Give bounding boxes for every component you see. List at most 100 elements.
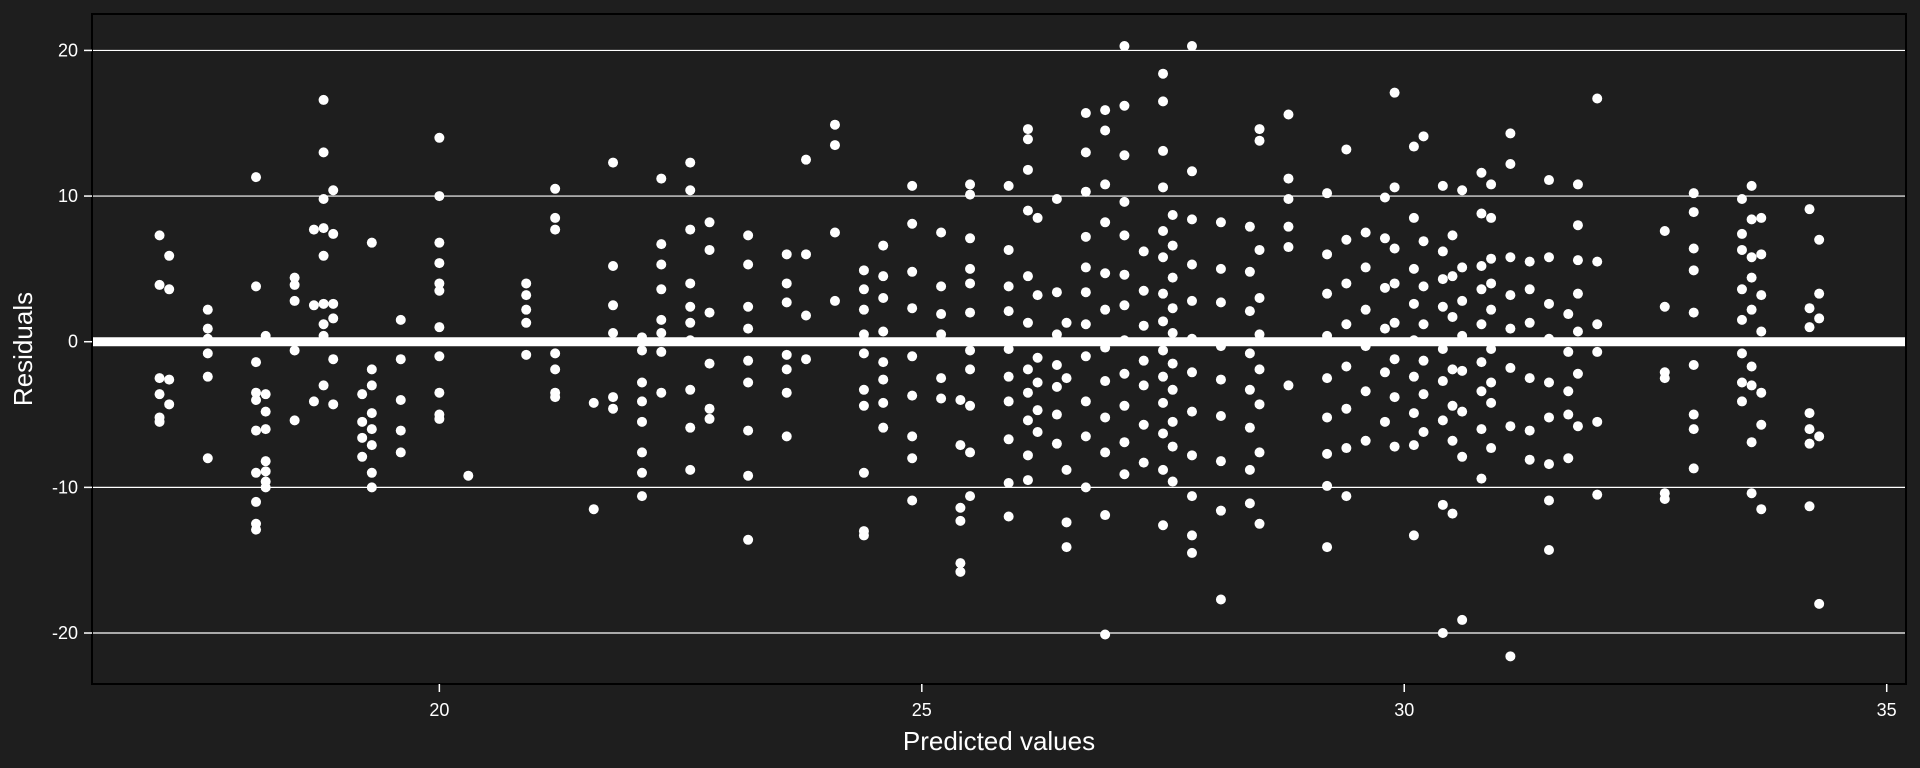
data-point xyxy=(1254,364,1265,375)
data-point xyxy=(1138,419,1149,430)
data-point xyxy=(366,408,377,419)
data-point xyxy=(1032,290,1043,301)
data-point xyxy=(1167,441,1178,452)
data-point xyxy=(251,425,262,436)
data-point xyxy=(1254,399,1265,410)
data-point xyxy=(1447,508,1458,519)
data-point xyxy=(1022,475,1033,486)
data-point xyxy=(1341,278,1352,289)
data-point xyxy=(1389,87,1400,98)
data-point xyxy=(1804,501,1815,512)
data-point xyxy=(1736,228,1747,239)
data-point xyxy=(1418,389,1429,400)
data-point xyxy=(1592,346,1603,357)
data-point xyxy=(1457,365,1468,376)
data-point xyxy=(1080,186,1091,197)
data-point xyxy=(878,271,889,282)
data-point xyxy=(1022,134,1033,145)
data-point xyxy=(1389,317,1400,328)
data-point xyxy=(395,425,406,436)
data-point xyxy=(1688,207,1699,218)
data-point xyxy=(1389,278,1400,289)
data-point xyxy=(1418,281,1429,292)
data-point xyxy=(907,431,918,442)
data-point xyxy=(154,230,165,241)
data-point xyxy=(1215,297,1226,308)
data-point xyxy=(1158,226,1169,237)
data-point xyxy=(434,322,445,333)
data-point xyxy=(1524,284,1535,295)
data-point xyxy=(1360,435,1371,446)
data-point xyxy=(1341,443,1352,454)
data-point xyxy=(685,185,696,196)
data-point xyxy=(1186,295,1197,306)
data-point xyxy=(1389,354,1400,365)
data-point xyxy=(1543,377,1554,388)
data-point xyxy=(781,349,792,360)
data-point xyxy=(656,173,667,184)
data-point xyxy=(781,297,792,308)
data-point xyxy=(743,377,754,388)
data-point xyxy=(1254,135,1265,146)
data-point xyxy=(1543,459,1554,470)
axes: -20 -10 0 10 20 20 25 30 35 xyxy=(52,40,1897,720)
data-point xyxy=(858,329,869,340)
data-point xyxy=(1814,234,1825,245)
data-point xyxy=(829,140,840,151)
data-point xyxy=(1756,290,1767,301)
data-point xyxy=(1283,109,1294,120)
data-point xyxy=(1804,438,1815,449)
data-point xyxy=(1437,628,1448,639)
data-point xyxy=(1524,373,1535,384)
data-point xyxy=(1418,427,1429,438)
data-point xyxy=(521,290,532,301)
data-point xyxy=(1244,221,1255,232)
data-point xyxy=(1659,301,1670,312)
data-point xyxy=(328,298,339,309)
data-point xyxy=(1379,233,1390,244)
data-point xyxy=(1804,424,1815,435)
data-point xyxy=(656,239,667,250)
data-point xyxy=(685,384,696,395)
data-point xyxy=(434,278,445,289)
data-point xyxy=(1418,131,1429,142)
data-point xyxy=(1158,397,1169,408)
data-point xyxy=(1186,406,1197,417)
data-point xyxy=(434,285,445,296)
data-point xyxy=(1283,221,1294,232)
data-point xyxy=(1418,319,1429,330)
data-point xyxy=(1022,124,1033,135)
data-point xyxy=(955,502,966,513)
data-point xyxy=(550,224,561,235)
data-point xyxy=(1563,409,1574,420)
data-point xyxy=(1814,598,1825,609)
data-point xyxy=(608,403,619,414)
data-point xyxy=(1003,434,1014,445)
data-point xyxy=(550,212,561,223)
data-point xyxy=(154,416,165,427)
data-point xyxy=(1746,380,1757,391)
data-point xyxy=(1158,464,1169,475)
data-point xyxy=(1379,416,1390,427)
data-point xyxy=(1080,231,1091,242)
data-point xyxy=(1186,259,1197,270)
data-point xyxy=(955,558,966,569)
data-point xyxy=(521,304,532,315)
data-point xyxy=(1186,166,1197,177)
data-point xyxy=(1100,510,1111,521)
data-point xyxy=(1543,545,1554,555)
data-point xyxy=(1254,447,1265,458)
data-point xyxy=(1003,478,1014,488)
data-point xyxy=(1563,309,1574,320)
data-point xyxy=(1119,150,1130,161)
data-point xyxy=(1158,345,1169,356)
data-point xyxy=(1215,411,1226,421)
data-point xyxy=(858,467,869,478)
data-point xyxy=(1215,263,1226,274)
data-point xyxy=(1688,360,1699,371)
data-point xyxy=(1505,252,1516,263)
data-point xyxy=(704,217,715,228)
data-point xyxy=(965,233,976,244)
data-point xyxy=(704,307,715,318)
data-point xyxy=(251,467,262,478)
